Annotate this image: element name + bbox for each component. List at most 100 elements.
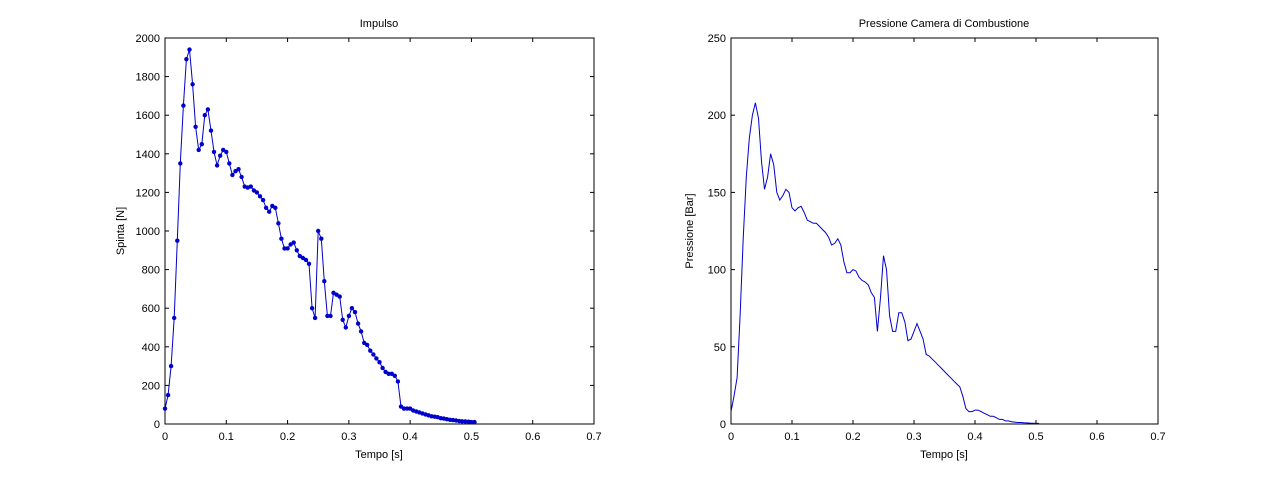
data-point [392,373,397,378]
data-point [263,205,269,210]
y-tick-label: 100 [708,265,726,277]
data-point [386,371,391,376]
data-point [227,161,232,166]
data-point [181,103,186,108]
data-point [254,190,260,195]
data-point [224,149,229,155]
data-point [196,147,201,153]
data-point [401,406,407,411]
x-tick-label: 0.2 [845,431,860,443]
data-point [291,240,296,245]
data-point [303,257,309,263]
data-point [239,174,244,180]
data-point [340,317,345,322]
y-tick-label: 800 [142,265,160,277]
data-point [306,261,312,266]
series-line [730,102,1040,424]
data-point [211,149,217,155]
data-point [325,313,330,319]
data-point [190,82,195,87]
y-tick-label: 400 [142,342,160,354]
x-tick-label: 0 [162,431,168,443]
y-tick-label: 250 [708,33,726,45]
data-point [178,161,183,166]
data-point [273,205,278,210]
axes-box [730,37,1159,425]
x-tick-label: 0.7 [1150,431,1165,443]
x-tick-label: 0.5 [1028,431,1043,443]
y-axis-label: Pressione [Bar] [684,193,696,268]
data-point [208,128,214,133]
data-point [248,184,253,189]
data-point [365,342,370,348]
data-point [257,194,263,199]
data-point [184,57,189,62]
y-tick-label: 1200 [136,187,160,199]
x-tick-label: 0 [728,431,734,443]
data-point [165,392,171,398]
x-tick-label: 0.4 [967,431,982,443]
x-axis-label: Tempo [s] [355,449,403,461]
y-tick-label: 1800 [136,72,160,84]
x-tick-label: 0.1 [784,431,799,443]
chart-title: Impulso [360,18,399,30]
data-point [282,246,287,251]
y-tick-label: 150 [708,187,726,199]
data-point [374,356,379,361]
data-point [168,363,174,369]
y-tick-label: 600 [142,303,160,315]
chart-pressione: Pressione Camera di Combustione Tempo [s… [684,18,1166,461]
y-tick-label: 1400 [136,149,160,161]
data-point [380,365,385,371]
data-point [205,107,211,112]
y-tick-label: 1600 [136,110,160,122]
y-tick-label: 1000 [136,226,160,238]
data-point [469,419,474,425]
data-point [377,360,382,365]
data-point [260,197,266,203]
data-point [368,348,373,353]
chart-title: Pressione Camera di Combustione [859,18,1030,30]
x-tick-label: 0.3 [906,431,921,443]
y-tick-label: 50 [714,342,726,354]
data-point [319,236,324,241]
x-tick-label: 0.5 [464,431,479,443]
data-point [472,419,477,425]
data-point [285,246,290,251]
data-point [349,306,355,311]
y-tick-label: 0 [154,419,160,431]
data-point [346,313,352,319]
x-tick-label: 0.3 [341,431,356,443]
data-point [162,406,168,411]
data-point [343,325,348,330]
data-point [218,153,223,158]
data-point [193,124,198,129]
y-tick-label: 0 [720,419,726,431]
chart-impulso: Impulso Tempo [s] Spinta [N] 0 0.1 0.2 0.3 0… [115,18,602,461]
data-point [312,315,318,321]
data-point [294,248,299,253]
x-tick-label: 0.1 [219,431,234,443]
y-tick-label: 200 [708,110,726,122]
data-point [337,294,342,299]
data-point [309,306,315,311]
data-point [214,163,220,168]
data-point [355,321,361,326]
data-point [371,352,376,357]
data-point [279,236,284,241]
data-point [175,238,180,243]
y-tick-label: 200 [142,380,160,392]
x-tick-label: 0.6 [525,431,540,443]
y-tick-label: 2000 [136,33,160,45]
data-point [236,167,241,172]
y-axis-label: Spinta [N] [115,207,127,255]
data-point [172,315,177,321]
data-point [276,221,281,226]
data-point [230,172,235,178]
data-point [322,279,327,284]
data-point [267,209,272,214]
x-tick-label: 0.7 [586,431,601,443]
data-point [316,228,321,234]
data-point [352,309,358,315]
